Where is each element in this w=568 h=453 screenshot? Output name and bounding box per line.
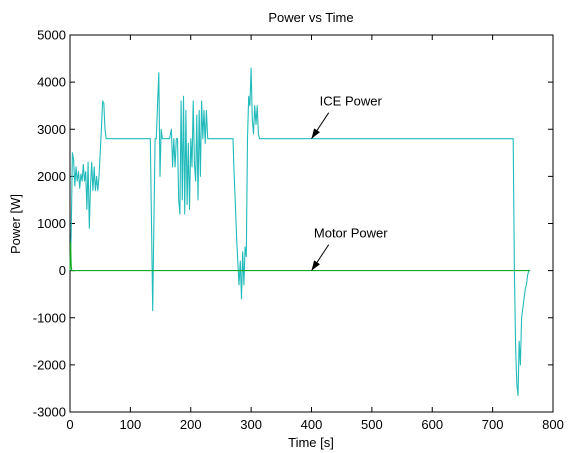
y-tick-label: 3000 bbox=[37, 122, 66, 137]
motor-power-series-line bbox=[69, 241, 531, 272]
annotation-arrowhead bbox=[311, 128, 320, 139]
y-tick-label: 0 bbox=[59, 263, 66, 278]
x-tick-label: 400 bbox=[301, 417, 323, 432]
series-layer bbox=[69, 67, 531, 397]
annotation-label: Motor Power bbox=[314, 226, 388, 241]
x-tick-label: 800 bbox=[542, 417, 564, 432]
annotations: ICE Power Motor Power bbox=[311, 94, 388, 271]
axis-ticks: 0 100 200 300 400 500 600 700 800 -3000 -2000 -1000… bbox=[33, 28, 564, 433]
annotation-label: ICE Power bbox=[320, 94, 383, 109]
x-tick-label: 600 bbox=[421, 417, 443, 432]
x-tick-label: 700 bbox=[482, 417, 504, 432]
y-tick-label: -2000 bbox=[33, 357, 66, 372]
y-tick-label: -3000 bbox=[33, 405, 66, 420]
x-tick-label: 200 bbox=[180, 417, 202, 432]
y-tick-label: 4000 bbox=[37, 75, 66, 90]
y-tick-label: 5000 bbox=[37, 28, 66, 43]
annotation-arrowhead bbox=[311, 260, 320, 271]
chart-title: Power vs Time bbox=[268, 10, 353, 25]
x-tick-label: 500 bbox=[361, 417, 383, 432]
y-tick-label: 1000 bbox=[37, 216, 66, 231]
y-tick-label: 2000 bbox=[37, 169, 66, 184]
ice-power-series-line bbox=[69, 67, 531, 397]
x-tick-label: 0 bbox=[66, 417, 73, 432]
x-tick-label: 100 bbox=[120, 417, 142, 432]
y-tick-label: -1000 bbox=[33, 310, 66, 325]
x-tick-label: 300 bbox=[240, 417, 262, 432]
plot-area bbox=[69, 34, 554, 413]
x-axis-label: Time [s] bbox=[288, 435, 334, 450]
y-axis-label: Power [W] bbox=[8, 194, 23, 254]
